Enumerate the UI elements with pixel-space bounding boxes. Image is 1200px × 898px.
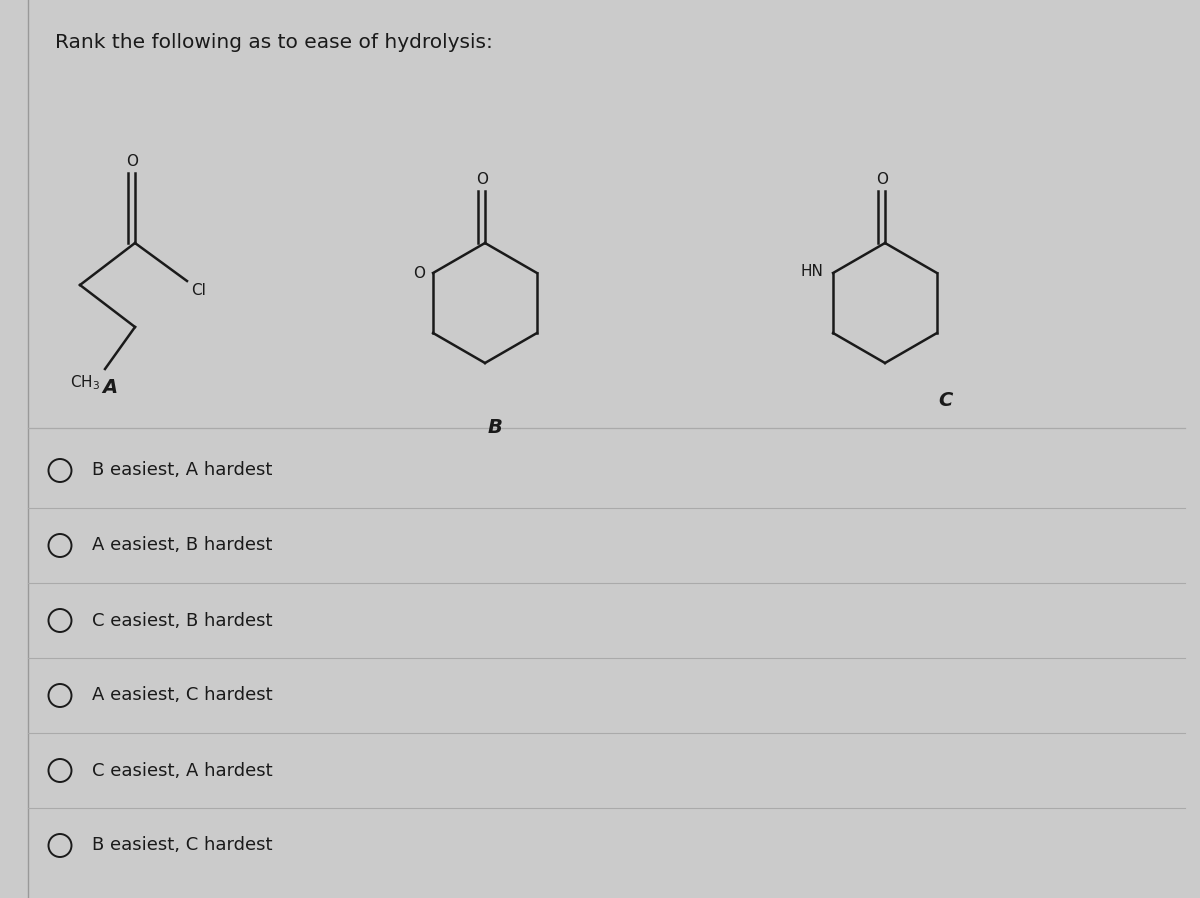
Text: O: O bbox=[413, 266, 425, 280]
Text: A easiest, B hardest: A easiest, B hardest bbox=[92, 536, 272, 554]
Text: B: B bbox=[487, 418, 503, 437]
Text: C easiest, B hardest: C easiest, B hardest bbox=[92, 612, 272, 629]
Text: B easiest, C hardest: B easiest, C hardest bbox=[92, 837, 272, 855]
Text: CH$_3$: CH$_3$ bbox=[70, 373, 100, 392]
Text: O: O bbox=[876, 172, 888, 187]
Text: C easiest, A hardest: C easiest, A hardest bbox=[92, 762, 272, 779]
Text: O: O bbox=[476, 172, 488, 187]
Text: HN: HN bbox=[800, 263, 823, 278]
Text: B easiest, A hardest: B easiest, A hardest bbox=[92, 462, 272, 480]
Text: O: O bbox=[126, 154, 138, 169]
Text: Cl: Cl bbox=[191, 283, 206, 298]
Text: Rank the following as to ease of hydrolysis:: Rank the following as to ease of hydroly… bbox=[55, 33, 493, 52]
Text: C: C bbox=[938, 391, 952, 410]
Text: A: A bbox=[102, 378, 118, 397]
Text: A easiest, C hardest: A easiest, C hardest bbox=[92, 686, 272, 705]
